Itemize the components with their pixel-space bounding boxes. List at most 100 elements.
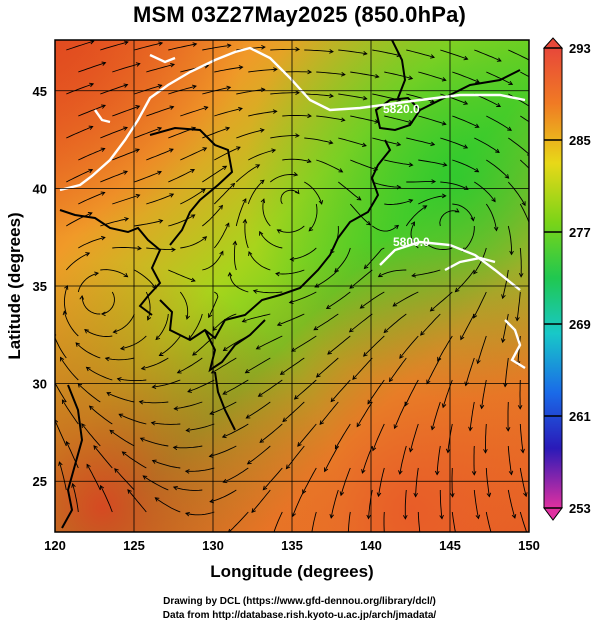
map-chart: 5820.0 5800.0 120 125 130 135 140 145 150 25 30… [5, 37, 591, 581]
streamline-arrow [255, 345, 261, 350]
streamline [349, 313, 373, 333]
streamline-arrow [99, 484, 105, 490]
streamline [78, 62, 106, 73]
streamline [425, 242, 453, 250]
streamline-arrow [507, 126, 513, 131]
streamline-arrow [430, 425, 436, 431]
streamline [440, 49, 468, 60]
credit-drawing: Drawing by DCL (https://www.gfd-dennou.o… [163, 596, 436, 607]
x-tick-label: 145 [439, 538, 461, 553]
streamline [213, 183, 235, 205]
streamline-arrow [463, 185, 469, 190]
streamline [486, 159, 509, 179]
streamline [289, 291, 317, 304]
streamline [208, 291, 219, 318]
x-tick-label: 140 [360, 538, 382, 553]
streamline-arrow [420, 331, 425, 336]
streamline-arrow [259, 179, 265, 185]
streamline [439, 490, 443, 519]
streamline [330, 489, 339, 518]
streamline-arrow [475, 78, 480, 84]
streamline-arrow [138, 399, 144, 405]
streamline [519, 159, 529, 170]
streamline [338, 93, 367, 100]
streamline [282, 401, 305, 422]
streamline-arrow [307, 113, 312, 119]
streamline-arrow [222, 165, 228, 171]
streamline [270, 174, 298, 183]
streamline-arrow [259, 230, 264, 236]
streamline [486, 115, 512, 131]
streamline-arrow [318, 199, 324, 205]
colorbar-tick-label: 269 [569, 317, 591, 332]
streamline [474, 49, 502, 62]
streamline-arrow [483, 448, 488, 454]
streamline-arrow [491, 197, 496, 203]
streamline-arrow [157, 170, 162, 175]
streamline-arrow [123, 272, 129, 278]
streamline [101, 291, 115, 315]
streamline [140, 437, 169, 447]
streamline [270, 92, 299, 95]
streamline [77, 272, 99, 293]
streamline-arrow [238, 65, 244, 70]
streamline [151, 422, 181, 425]
streamline-arrow [62, 310, 68, 316]
streamline [66, 40, 94, 51]
streamline [117, 378, 147, 382]
streamline [168, 43, 197, 51]
streamline-arrow [509, 250, 514, 256]
streamline [504, 357, 509, 387]
streamline [109, 429, 135, 447]
streamline-arrow [392, 302, 398, 307]
streamline [112, 148, 140, 161]
streamline-arrow [190, 168, 196, 174]
streamline [248, 149, 276, 161]
streamline-arrow [490, 536, 494, 540]
height-contours [59, 46, 526, 370]
colorbar-tick-label: 253 [569, 501, 591, 516]
streamline [451, 511, 456, 532]
streamline-arrow [79, 294, 85, 300]
streamline-arrow [419, 537, 423, 541]
streamline [481, 379, 487, 409]
streamline-arrow [222, 390, 228, 395]
streamline-arrow [257, 392, 263, 397]
streamline [485, 203, 497, 231]
streamline [81, 423, 101, 447]
streamline-arrow [340, 117, 346, 122]
streamline [282, 115, 312, 117]
streamline [290, 247, 317, 260]
streamline [431, 401, 441, 430]
streamline [173, 445, 203, 449]
streamline [75, 342, 101, 359]
streamline-arrow [236, 146, 241, 151]
streamline [469, 401, 475, 431]
streamline-arrow [505, 426, 511, 432]
streamline [60, 357, 79, 381]
streamline-arrow [402, 514, 408, 520]
y-tick-label: 35 [33, 279, 47, 294]
streamline [360, 291, 385, 309]
streamline [302, 467, 317, 494]
streamline [58, 461, 67, 491]
streamline-arrow [190, 214, 196, 219]
streamline [384, 199, 413, 205]
streamline-arrow [232, 240, 238, 246]
streamline-arrow [173, 406, 179, 411]
y-tick-label: 45 [33, 84, 47, 99]
streamline-arrow [362, 51, 368, 56]
streamline-arrow [121, 451, 127, 456]
streamline-arrow [259, 128, 265, 133]
streamline [455, 269, 475, 293]
streamline-arrow [171, 247, 176, 252]
streamline [440, 137, 468, 149]
streamline [259, 231, 283, 249]
streamline [405, 205, 427, 227]
streamline [462, 226, 475, 252]
streamline-arrow [58, 461, 63, 466]
streamline-arrow [473, 269, 478, 275]
streamline-arrow [202, 147, 208, 152]
streamline [418, 159, 447, 166]
streamline-arrow [218, 204, 223, 210]
